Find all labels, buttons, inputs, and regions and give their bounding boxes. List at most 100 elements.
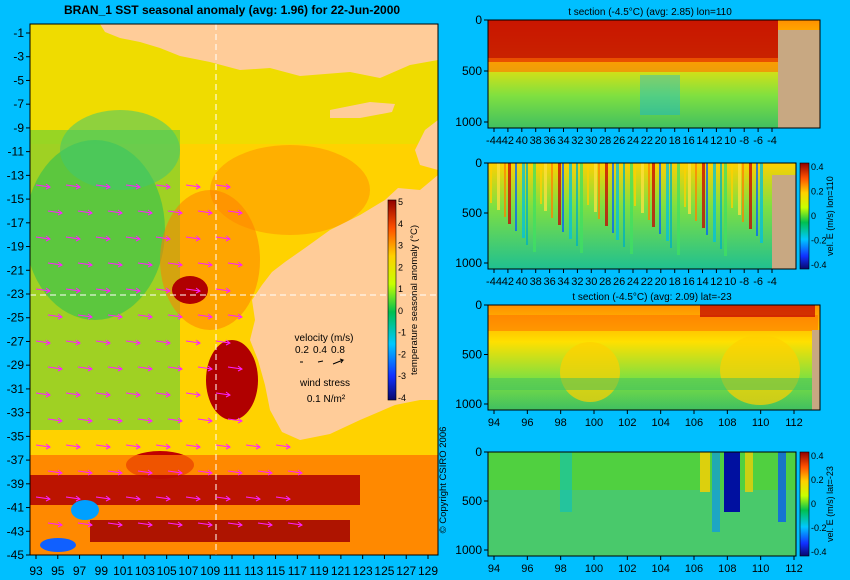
section3-plot <box>487 304 821 411</box>
wind-arrow-icon <box>227 469 243 476</box>
wind-arrow-icon <box>185 391 201 398</box>
wind-arrow-icon <box>227 261 243 268</box>
velocity-stripe <box>569 163 572 239</box>
indonesia-land <box>100 24 438 78</box>
velocity-stripe <box>612 163 614 233</box>
section-x-tick-label: 102 <box>618 417 636 429</box>
section3-warm-dome <box>560 342 620 402</box>
wind-arrow-icon <box>197 261 213 268</box>
main-map-frame <box>29 23 439 556</box>
section3-hot-layer <box>488 315 818 331</box>
section-x-tick-label: 12 <box>710 276 722 288</box>
section4-yellow-jet <box>700 452 710 492</box>
wind-arrow-icon <box>125 495 141 502</box>
y-tick-label: -11 <box>8 145 25 159</box>
y-tick-label: -25 <box>7 311 25 325</box>
x-tick-label: 117 <box>288 564 307 578</box>
x-tick-label: 121 <box>331 564 351 578</box>
section3-hot-top <box>700 305 815 317</box>
velocity-stripe <box>580 163 583 253</box>
wind-arrow-icon <box>107 417 123 424</box>
wind-arrow-icon <box>47 521 63 528</box>
wind-arrow-icon <box>257 521 273 528</box>
velocity-stripe <box>760 163 763 243</box>
section2-stripes <box>490 163 763 256</box>
y-tick-label: -13 <box>7 168 25 182</box>
velocity-stripe <box>713 163 716 242</box>
wind-stress-label: wind stress <box>299 378 350 389</box>
section-colorbar-tick-label: 0 <box>811 211 816 221</box>
velocity-stripe <box>634 163 636 206</box>
wind-arrow-icon <box>155 495 171 502</box>
section-x-tick-label: 96 <box>521 563 533 575</box>
wind-arrow-icon <box>257 469 273 476</box>
section3-warm-dome <box>720 335 800 405</box>
wind-arrow-icon <box>167 365 183 372</box>
wind-arrow-icon <box>185 443 201 450</box>
section4-teal-band <box>488 490 796 556</box>
section-x-tick-label: -6 <box>753 276 763 288</box>
wind-arrow-icon <box>95 287 111 294</box>
velocity-stripe <box>731 163 733 208</box>
main-colorbar <box>387 199 397 401</box>
green-patch <box>60 110 180 190</box>
section-x-tick-label: 108 <box>718 417 736 429</box>
section-x-tick-label: -8 <box>739 135 749 147</box>
wind-arrow-icon <box>215 339 231 346</box>
velocity-stripe <box>684 163 686 207</box>
wind-arrow-icon <box>227 365 243 372</box>
velocity-stripe <box>666 163 669 241</box>
velocity-stripe <box>497 163 500 210</box>
wind-arrow-icon <box>95 183 111 190</box>
x-tick-label: 125 <box>374 564 394 578</box>
y-tick-label: -33 <box>7 406 25 420</box>
section2-frame <box>487 162 797 270</box>
section-x-tick-label: -4 <box>767 135 777 147</box>
wind-arrow-icon <box>215 391 231 398</box>
wind-arrow-icon <box>167 469 183 476</box>
section-y-tick-label: 1000 <box>455 397 482 411</box>
section-x-tick-label: 96 <box>521 417 533 429</box>
y-tick-label: -45 <box>7 548 25 562</box>
wind-arrow-icon <box>65 287 81 294</box>
section-x-tick-label: 102 <box>618 563 636 575</box>
velocity-stripe <box>562 163 564 232</box>
section-y-tick-label: 1000 <box>455 543 482 557</box>
velocity-stripe <box>544 163 547 211</box>
section-colorbar-tick-label: 0 <box>811 499 816 509</box>
x-tick-label: 97 <box>73 564 87 578</box>
wind-arrow-icon <box>185 235 201 242</box>
section-colorbar-tick-label: 0.4 <box>811 162 824 172</box>
wind-arrow-icon <box>215 443 231 450</box>
velocity-stripe <box>533 163 536 252</box>
velocity-stripe <box>616 163 619 240</box>
x-tick-label: 109 <box>200 564 220 578</box>
section-colorbar-tick-label: 0.2 <box>811 475 824 485</box>
section3-green-band <box>488 378 818 390</box>
section-x-tick-label: -8 <box>739 276 749 288</box>
wind-arrow-icon <box>65 235 81 242</box>
section-colorbar-tick-label: 0.2 <box>811 187 824 197</box>
wind-arrow-icon <box>185 183 201 190</box>
x-tick-label: 95 <box>51 564 65 578</box>
orange-patch <box>210 145 370 235</box>
wind-arrow-icon <box>167 417 183 424</box>
section-colorbar-tick-label: 0.4 <box>811 451 824 461</box>
wind-arrow-icon <box>65 391 81 398</box>
section-x-tick-label: -6 <box>753 135 763 147</box>
x-tick-label: 127 <box>396 564 416 578</box>
velocity-stripe <box>598 163 600 219</box>
section2-land <box>772 175 796 269</box>
section-x-tick-label: 100 <box>585 417 603 429</box>
wind-arrow-icon <box>107 209 123 216</box>
colorbar-tick-label: 1 <box>398 284 403 294</box>
section-x-tick-label: -44 <box>486 135 502 147</box>
velocity-stripe <box>558 163 561 225</box>
x-tick-label: 129 <box>418 564 438 578</box>
velocity-stripe <box>720 163 722 249</box>
section4-colorbar-label: vel. E (m/s) lat=-23 <box>825 466 835 542</box>
wind-arrow-icon <box>155 391 171 398</box>
section-x-tick-label: 40 <box>516 135 528 147</box>
section-x-tick-label: 20 <box>655 135 667 147</box>
